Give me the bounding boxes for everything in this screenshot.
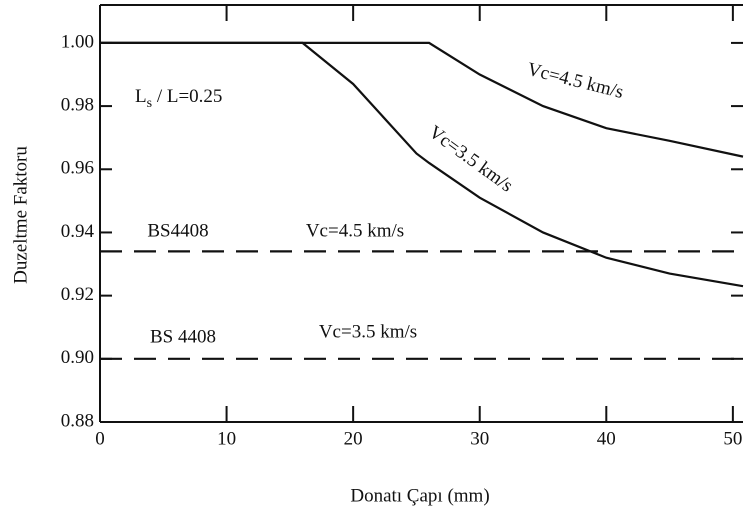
y-tick-label: 0.96 xyxy=(61,158,94,179)
annotation: Vc=4.5 km/s xyxy=(525,59,625,103)
x-tick-label: 0 xyxy=(95,428,105,449)
y-tick-label: 0.90 xyxy=(61,347,94,368)
x-axis-label: Donatı Çapı (mm) xyxy=(350,485,489,506)
x-tick-label: 20 xyxy=(344,428,363,449)
y-axis-label: Duzeltme Faktoru xyxy=(10,146,31,284)
y-tick-label: 0.98 xyxy=(61,94,94,115)
x-tick-label: 40 xyxy=(597,428,616,449)
y-tick-label: 0.88 xyxy=(61,410,94,431)
annotation: Vc=4.5 km/s xyxy=(306,220,404,241)
y-tick-label: 0.92 xyxy=(61,284,94,305)
annotation: Vc=3.5 km/s xyxy=(425,122,517,197)
ratio-sub: s xyxy=(147,96,152,111)
x-tick-label: 50 xyxy=(723,428,742,449)
annotation: BS 4408 xyxy=(150,326,216,347)
line xyxy=(100,41,744,288)
annotation: Vc=3.5 km/s xyxy=(319,321,417,342)
annotation: BS4408 xyxy=(147,220,208,241)
x-tick-label: 10 xyxy=(217,428,236,449)
x-tick-label: 30 xyxy=(470,428,489,449)
ratio-label: Ls / L=0.25 xyxy=(135,86,222,111)
ratio-rest: / L=0.25 xyxy=(152,86,222,107)
ratio-main: L xyxy=(135,86,147,107)
y-tick-label: 0.94 xyxy=(61,221,95,242)
y-tick-label: 1.00 xyxy=(61,31,94,52)
line xyxy=(100,41,744,158)
